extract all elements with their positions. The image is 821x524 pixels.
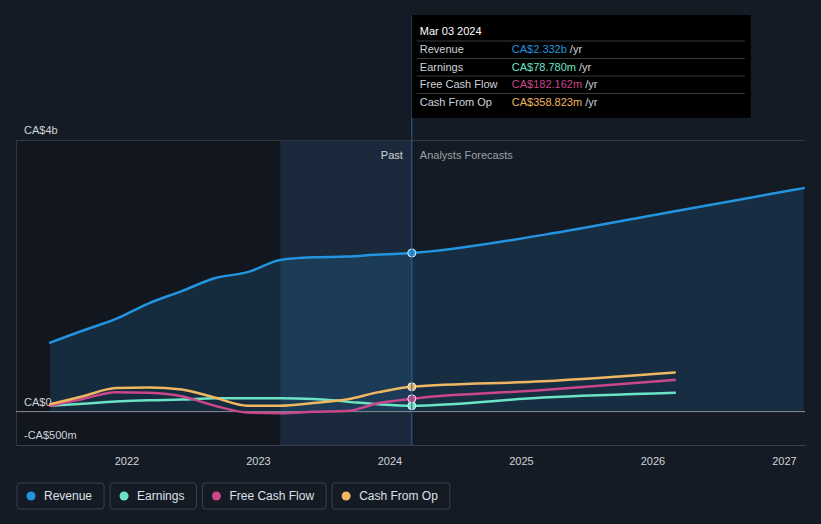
- grid-line: [16, 411, 805, 412]
- legend-label: Free Cash Flow: [229, 489, 314, 503]
- y-tick-label: -CA$500m: [24, 429, 77, 441]
- x-tick: 2026: [641, 445, 665, 467]
- tooltip-unit: /yr: [579, 61, 592, 73]
- legend-label: Cash From Op: [359, 489, 438, 503]
- legend-box: [202, 483, 326, 509]
- series-line: [50, 372, 675, 405]
- tooltip-unit: /yr: [570, 43, 583, 55]
- legend-box: [332, 483, 450, 509]
- data-layer: [50, 188, 803, 413]
- tooltip-value: CA$2.332b: [512, 43, 567, 55]
- y-tick: -CA$500m: [16, 429, 805, 445]
- tooltip-box: [412, 15, 751, 118]
- legend-swatch: [212, 492, 221, 501]
- background: [0, 0, 821, 524]
- legend-swatch: [120, 492, 129, 501]
- x-tick: 2024: [378, 445, 402, 467]
- y-tick: CA$4b: [16, 124, 805, 140]
- forecast-label: Analysts Forecasts: [420, 149, 513, 161]
- tooltip-separator: [417, 41, 745, 42]
- legend-swatch: [27, 492, 36, 501]
- legend: Revenue Earnings Free Cash Flow Cash From O…: [17, 483, 450, 509]
- x-tick: 2025: [509, 445, 533, 467]
- legend-box: [17, 483, 104, 509]
- legend-label: Earnings: [137, 489, 184, 503]
- tooltip-value: CA$358.823m: [512, 96, 582, 108]
- legend-item[interactable]: Earnings: [110, 483, 196, 509]
- tooltip-label: Earnings: [420, 61, 464, 73]
- legend-item[interactable]: Free Cash Flow: [202, 483, 326, 509]
- legend-box: [110, 483, 196, 509]
- x-tick-label: 2025: [509, 455, 533, 467]
- y-axis: -CA$500m CA$0 CA$4b: [16, 124, 805, 445]
- x-tick-label: 2027: [772, 455, 796, 467]
- tooltip-separator: [417, 58, 745, 59]
- chart-container: -CA$500mCA$0CA$4b20222023202420252026202…: [0, 0, 821, 524]
- x-tick-label: 2024: [378, 455, 402, 467]
- chart-svg: -CA$500mCA$0CA$4b20222023202420252026202…: [0, 0, 821, 524]
- x-tick-label: 2026: [641, 455, 665, 467]
- grid-line: [16, 140, 805, 141]
- tooltip-value: CA$182.162m: [512, 78, 582, 90]
- tooltip-unit: /yr: [585, 96, 598, 108]
- tooltip-label: Cash From Op: [420, 96, 492, 108]
- x-axis: 2022 2023 2024 2025 2026 2027: [17, 445, 806, 467]
- tooltip: Mar 03 2024 Revenue CA$2.332b/yr Earnings CA…: [412, 15, 751, 118]
- x-tick: 2022: [115, 445, 139, 467]
- tooltip-label: Free Cash Flow: [420, 78, 498, 90]
- x-axis-line: [17, 445, 806, 446]
- tooltip-separator: [417, 76, 745, 77]
- y-tick-label: CA$4b: [24, 124, 58, 136]
- x-tick-label: 2023: [246, 455, 270, 467]
- tooltip-date: Mar 03 2024: [420, 25, 482, 37]
- x-tick: 2027: [772, 445, 796, 467]
- legend-label: Revenue: [44, 489, 92, 503]
- legend-item[interactable]: Cash From Op: [332, 483, 450, 509]
- tooltip-value: CA$78.780m: [512, 61, 576, 73]
- grid-line: [16, 445, 805, 446]
- legend-item[interactable]: Revenue: [17, 483, 104, 509]
- y-tick-label: CA$0: [24, 396, 52, 408]
- x-tick-label: 2022: [115, 455, 139, 467]
- y-axis-line: [17, 141, 806, 446]
- tooltip-unit: /yr: [585, 78, 598, 90]
- legend-swatch: [342, 492, 351, 501]
- area-fill: [50, 188, 803, 411]
- tooltip-label: Revenue: [420, 43, 464, 55]
- past-label: Past: [381, 149, 403, 161]
- series-line: [50, 188, 803, 343]
- tooltip-separator: [417, 93, 745, 94]
- x-tick: 2023: [246, 445, 270, 467]
